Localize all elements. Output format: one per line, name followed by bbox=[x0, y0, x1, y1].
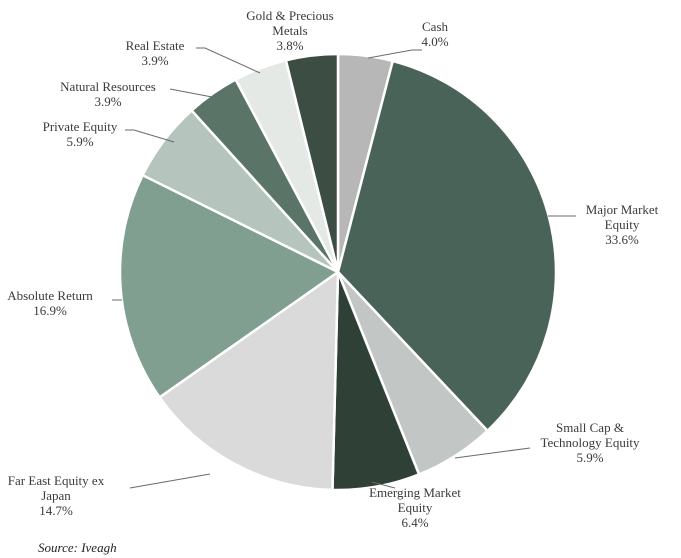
leader-line-1 bbox=[367, 49, 422, 59]
pie-slices bbox=[118, 52, 558, 492]
leader-line-5 bbox=[129, 473, 211, 489]
leader-line-3 bbox=[454, 447, 531, 459]
pie-slice-2 bbox=[336, 59, 558, 432]
leader-line-4 bbox=[371, 481, 396, 489]
leader-line-8 bbox=[169, 88, 213, 98]
slice-label-4: Emerging Market Equity 6.4% bbox=[369, 485, 461, 530]
slice-labels: Cash 4.0% Major Market Equity 33.6% Small Cap… bbox=[7, 8, 658, 530]
slice-label-8: Natural Resources 3.9% bbox=[60, 79, 156, 109]
slice-label-7: Private Equity 5.9% bbox=[43, 119, 118, 149]
leader-line-9 bbox=[196, 47, 261, 74]
leader-line-7 bbox=[125, 129, 175, 143]
slice-label-9: Real Estate 3.9% bbox=[126, 38, 185, 68]
source-note: Source: Iveagh bbox=[38, 540, 117, 555]
pie-slice-5 bbox=[158, 270, 340, 492]
pie-slice-6 bbox=[118, 173, 340, 399]
leader-lines bbox=[112, 47, 576, 489]
slice-label-10: Gold & Precious Metals 3.8% bbox=[246, 8, 333, 53]
slice-label-3: Small Cap & Technology Equity 5.9% bbox=[540, 420, 640, 465]
slice-label-1: Cash 4.0% bbox=[421, 19, 448, 49]
slice-label-2: Major Market Equity 33.6% bbox=[586, 202, 659, 247]
slice-label-5: Far East Equity ex Japan 14.7% bbox=[8, 473, 105, 518]
slice-label-6: Absolute Return 16.9% bbox=[7, 288, 93, 318]
pie-slice-10 bbox=[284, 52, 340, 274]
